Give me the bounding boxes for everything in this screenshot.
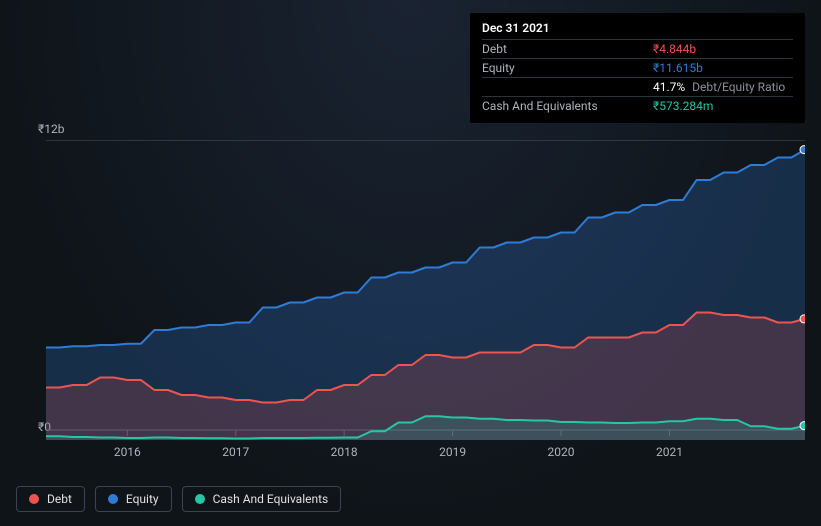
legend-swatch	[29, 494, 39, 504]
tooltip-value: ₹11.615b	[653, 61, 703, 75]
tooltip-value: ₹573.284m	[653, 99, 713, 113]
legend-swatch	[108, 494, 118, 504]
tooltip-label: Cash And Equivalents	[482, 99, 598, 113]
legend-swatch	[195, 494, 205, 504]
legend-item-cash[interactable]: Cash And Equivalents	[182, 486, 342, 512]
x-tick-label: 2016	[114, 445, 141, 459]
legend-label: Debt	[47, 492, 72, 506]
tooltip-date: Dec 31 2021	[482, 21, 793, 39]
tooltip-suffix: Debt/Equity Ratio	[692, 80, 785, 94]
tooltip-row-ratio: 41.7% Debt/Equity Ratio	[482, 77, 793, 96]
x-axis: 2016 2017 2018 2019 2020 2021	[46, 445, 805, 461]
x-tick-label: 2017	[222, 445, 249, 459]
legend-label: Equity	[126, 492, 159, 506]
legend-item-equity[interactable]: Equity	[95, 486, 172, 512]
chart-tooltip: Dec 31 2021 Debt ₹4.844b Equity ₹11.615b…	[470, 13, 805, 123]
tooltip-value: ₹4.844b	[653, 42, 696, 56]
tooltip-label: Debt	[482, 42, 507, 56]
chart[interactable]: ₹12b ₹0 201620172018201920202021	[16, 120, 805, 480]
x-tick-label: 2018	[331, 445, 358, 459]
chart-plot-area[interactable]	[46, 140, 805, 440]
x-tick-label: 2020	[548, 445, 575, 459]
legend: Debt Equity Cash And Equivalents	[16, 486, 341, 512]
x-tick-label: 2021	[656, 445, 683, 459]
tooltip-row-debt: Debt ₹4.844b	[482, 39, 793, 58]
tooltip-label: Equity	[482, 61, 515, 75]
tooltip-row-equity: Equity ₹11.615b	[482, 58, 793, 77]
tooltip-row-cash: Cash And Equivalents ₹573.284m	[482, 96, 793, 115]
legend-item-debt[interactable]: Debt	[16, 486, 85, 512]
x-tick-label: 2019	[439, 445, 466, 459]
legend-label: Cash And Equivalents	[213, 492, 329, 506]
tooltip-value: 41.7%	[653, 80, 685, 94]
